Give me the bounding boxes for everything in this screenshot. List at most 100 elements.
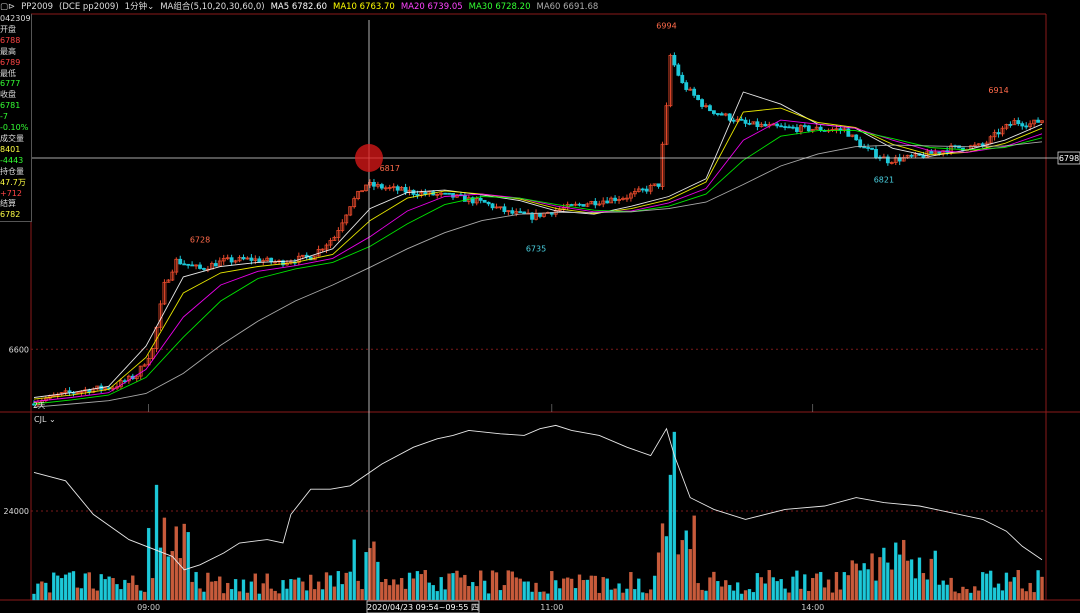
volume-bar xyxy=(562,578,566,601)
volume-bar xyxy=(1028,582,1032,601)
volume-bar xyxy=(818,571,823,601)
candle-body xyxy=(253,258,258,261)
candle-body xyxy=(858,139,863,148)
period-selector[interactable]: 1分钟⌄ xyxy=(124,2,155,12)
chart-icon[interactable]: ▢⊳ xyxy=(0,2,16,12)
candle-body xyxy=(126,375,131,382)
volume-bar xyxy=(977,590,981,601)
volume-bar xyxy=(423,570,427,601)
volume-bar xyxy=(894,542,898,601)
candle-body xyxy=(142,364,147,367)
candle-body xyxy=(605,200,610,204)
candle-body xyxy=(640,188,645,191)
time-tick-label: 11:00 xyxy=(540,603,563,612)
volume-bar xyxy=(996,583,1001,601)
volume-bar xyxy=(407,572,412,601)
candle-body xyxy=(328,240,333,246)
volume-bar xyxy=(273,590,277,601)
volume-bar xyxy=(186,532,190,601)
candle-body xyxy=(901,157,906,162)
info-field: 6782 xyxy=(0,210,21,220)
volume-bar xyxy=(119,589,123,601)
volume-bar xyxy=(1020,588,1024,601)
candle-body xyxy=(573,203,578,206)
volume-bar xyxy=(324,572,329,601)
volume-bar xyxy=(886,562,890,601)
volume-bar xyxy=(396,584,400,601)
volume-bar xyxy=(712,571,716,601)
volume-bar xyxy=(498,590,503,601)
volume-bar xyxy=(360,589,364,601)
volume-bar xyxy=(510,571,514,601)
volume-bar xyxy=(862,563,866,601)
volume-bar xyxy=(79,588,84,601)
bar-info-panel: 04230954开盘6788最高6789最低6777收盘6781-7-0.10%… xyxy=(0,14,32,223)
volume-bar xyxy=(696,583,700,601)
candle-body xyxy=(751,121,756,125)
volume-bar xyxy=(1036,570,1040,601)
candle-body xyxy=(874,148,878,158)
volume-bar xyxy=(1032,592,1036,601)
candle-body xyxy=(75,392,80,394)
volume-bar xyxy=(467,586,471,601)
volume-bar xyxy=(320,589,325,601)
ma30-value: MA30 6728.20 xyxy=(468,2,531,12)
volume-bar xyxy=(830,592,835,601)
volume-bar xyxy=(921,573,926,601)
volume-bar xyxy=(656,552,661,601)
volume-bar xyxy=(261,583,265,601)
time-tick-label: 14:00 xyxy=(801,603,824,612)
volume-bar xyxy=(878,557,882,601)
info-field: +712 xyxy=(0,188,22,198)
candle-body xyxy=(743,119,748,124)
volume-bar xyxy=(281,580,285,601)
volume-bar xyxy=(605,578,609,601)
volume-bar xyxy=(613,588,617,601)
volume-bar xyxy=(973,586,977,601)
volume-bar xyxy=(526,581,530,601)
volume-bar xyxy=(846,575,850,601)
volume-bar xyxy=(838,589,843,601)
volume-bar xyxy=(312,589,317,601)
volume-bar xyxy=(269,588,273,601)
volume-bar xyxy=(435,591,439,601)
crosshair: 6798 2020/04/23 09:54~09:55 四 xyxy=(31,20,1080,613)
volume-bar xyxy=(451,573,455,601)
candle-body xyxy=(704,105,708,108)
candle-body xyxy=(672,55,677,66)
candle-body xyxy=(727,113,732,121)
volume-panel-label[interactable]: CJL ⌄ xyxy=(34,415,56,424)
volume-bar xyxy=(158,547,163,601)
candle-body xyxy=(791,126,795,129)
volume-bar xyxy=(206,572,210,601)
candle-body xyxy=(933,151,938,154)
volume-bar xyxy=(36,583,40,601)
candle-body xyxy=(577,203,582,206)
candle-body xyxy=(138,365,143,377)
candle-body xyxy=(976,143,981,146)
volume-bar xyxy=(257,593,261,601)
candle-body xyxy=(1032,119,1037,125)
volume-bar xyxy=(732,590,736,601)
volume-bar xyxy=(728,584,732,601)
volume-bar xyxy=(222,593,226,601)
candle-body xyxy=(403,187,408,193)
candle-body xyxy=(810,128,815,132)
candle-body xyxy=(996,132,1001,135)
candle-body xyxy=(146,358,151,366)
volume-bar xyxy=(218,576,222,601)
volume-bar xyxy=(162,517,167,601)
volume-bar xyxy=(538,591,542,601)
ma-group-label[interactable]: MA组合(5,10,20,30,60,0) xyxy=(160,2,265,12)
candle-body xyxy=(921,154,926,158)
volume-bar xyxy=(676,554,680,601)
candle-body xyxy=(1016,120,1021,125)
volume-bar xyxy=(601,577,605,601)
volume-bar xyxy=(945,584,949,601)
volume-bar xyxy=(949,577,953,601)
candle-body xyxy=(680,74,685,84)
candle-body xyxy=(937,151,942,154)
volume-bar xyxy=(961,586,965,601)
